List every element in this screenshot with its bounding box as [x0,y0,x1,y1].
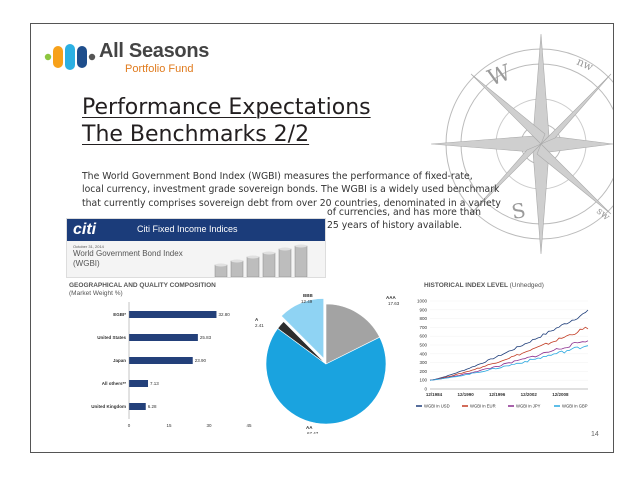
x-tick-label: 12/1984 [426,392,443,397]
coins-image [214,244,308,277]
geo-chart-subtitle: (Market Weight %) [69,290,123,297]
y-tick-label: 300 [419,360,427,365]
y-tick-label: 600 [419,334,427,339]
bar-value-label: 32.80 [218,312,230,317]
geo-bar-chart: EGBI* 32.80 United States 25.83 Japan 23.90 Al… [91,302,252,428]
y-tick-label: 800 [419,316,427,321]
citi-header-title: Citi Fixed Income Indices [137,224,238,234]
slide: W nw S sw All Seasons Portfolio Fund Per… [30,23,614,453]
citi-date: October 31, 2014 [73,244,104,249]
geo-chart-title-text: GEOGRAPHICAL AND QUALITY COMPOSITION [69,282,216,289]
x-tick-label: 12/2002 [521,392,538,397]
legend-label: WGBI in EUR [470,404,496,409]
y-tick-label: 700 [419,325,427,330]
hist-chart-title: HISTORICAL INDEX LEVEL (Unhedged) [424,282,544,289]
bar-value-label: 23.90 [195,358,207,363]
compass-south-letter: S [510,198,528,224]
compass-rose-icon: W nw S sw [431,33,613,254]
bar [129,311,217,318]
title-line-2: The Benchmarks 2/2 [82,122,310,147]
charts-panel: GEOGRAPHICAL AND QUALITY COMPOSITION (Ma… [66,279,606,434]
series-line [429,326,589,381]
body-line: that currently comprises sovereign debt … [82,197,501,209]
bar-value-label: 6.28 [148,404,157,409]
body-paragraph: The World Government Bond Index (WGBI) m… [82,170,502,210]
bar [129,357,193,364]
body-line: The World Government Bond Index (WGBI) m… [82,171,473,182]
citi-index-name: World Government Bond Index (WGBI) [73,249,183,269]
y-tick-label: 900 [419,307,427,312]
series-line [429,340,589,381]
logo-subtitle: Portfolio Fund [125,63,194,75]
y-tick-label: 200 [419,369,427,374]
pie-label: AAA [386,295,396,300]
y-tick-label: 100 [419,378,427,383]
pie-label: 12.49 [301,299,313,304]
bar-label: All others** [102,381,127,386]
pie-slice [280,298,325,360]
bar-label: EGBI* [113,312,126,317]
bar [129,380,149,387]
pie-slice [265,328,387,425]
x-tick-label: 15 [166,423,172,428]
pie-slice [325,303,381,365]
bar-label: United States [97,335,126,340]
pie-label: AA [306,425,313,430]
body-line: 25 years of history available. [327,220,463,232]
citi-index-card: citi Citi Fixed Income Indices October 3… [66,218,326,278]
bar-value-label: 7.13 [150,381,159,386]
page-number: 14 [591,431,599,438]
pie-label: BBB [303,293,313,298]
x-tick-label: 45 [246,423,252,428]
x-tick-label: 12/2008 [552,392,569,397]
bar-label: Japan [113,358,126,363]
compass-nw-letters: nw [575,55,596,74]
series-line [429,345,589,381]
page-title: Performance Expectations The Benchmarks … [82,94,371,148]
citi-index-name-line: World Government Bond Index [73,249,183,258]
body-paragraph-continued: of currencies, and has more than 25 year… [327,206,481,233]
x-tick-label: 12/1996 [489,392,506,397]
title-line-1: Performance Expectations [82,95,371,120]
bar-value-label: 25.83 [200,335,212,340]
x-tick-label: 12/1990 [457,392,474,397]
citi-header-bar [67,219,325,241]
bar-label: United Kingdom [91,404,126,409]
series-line [429,309,589,381]
legend-label: WGBI in USD [424,404,450,409]
logo-icon [44,44,96,70]
y-tick-label: 1000 [417,299,428,304]
citi-index-name-line: (WGBI) [73,259,100,268]
pie-label: 67.47 [307,431,319,434]
x-tick-label: 0 [128,423,131,428]
bar [129,334,198,341]
geo-chart-title: GEOGRAPHICAL AND QUALITY COMPOSITION [69,282,216,289]
logo-name: All Seasons [99,40,210,62]
pie-label: 17.63 [388,301,400,306]
y-tick-label: 400 [419,351,427,356]
y-tick-label: 500 [419,343,427,348]
legend-label: WGBI in JPY [516,404,541,409]
hist-chart-title-text: HISTORICAL INDEX LEVEL [424,282,508,289]
bar [129,403,146,410]
y-tick-label: 0 [424,387,427,392]
body-line: local currency, investment grade soverei… [82,184,500,196]
legend-label: WGBI in GBP [562,404,588,409]
hist-chart-subtitle: (Unhedged) [509,282,544,289]
citi-logo: citi [73,221,97,238]
body-line: of currencies, and has more than [327,207,481,218]
pie-label: A [255,317,259,322]
pie-label: 2.41 [255,323,264,328]
pie-slice [277,321,327,365]
x-tick-label: 30 [206,423,212,428]
